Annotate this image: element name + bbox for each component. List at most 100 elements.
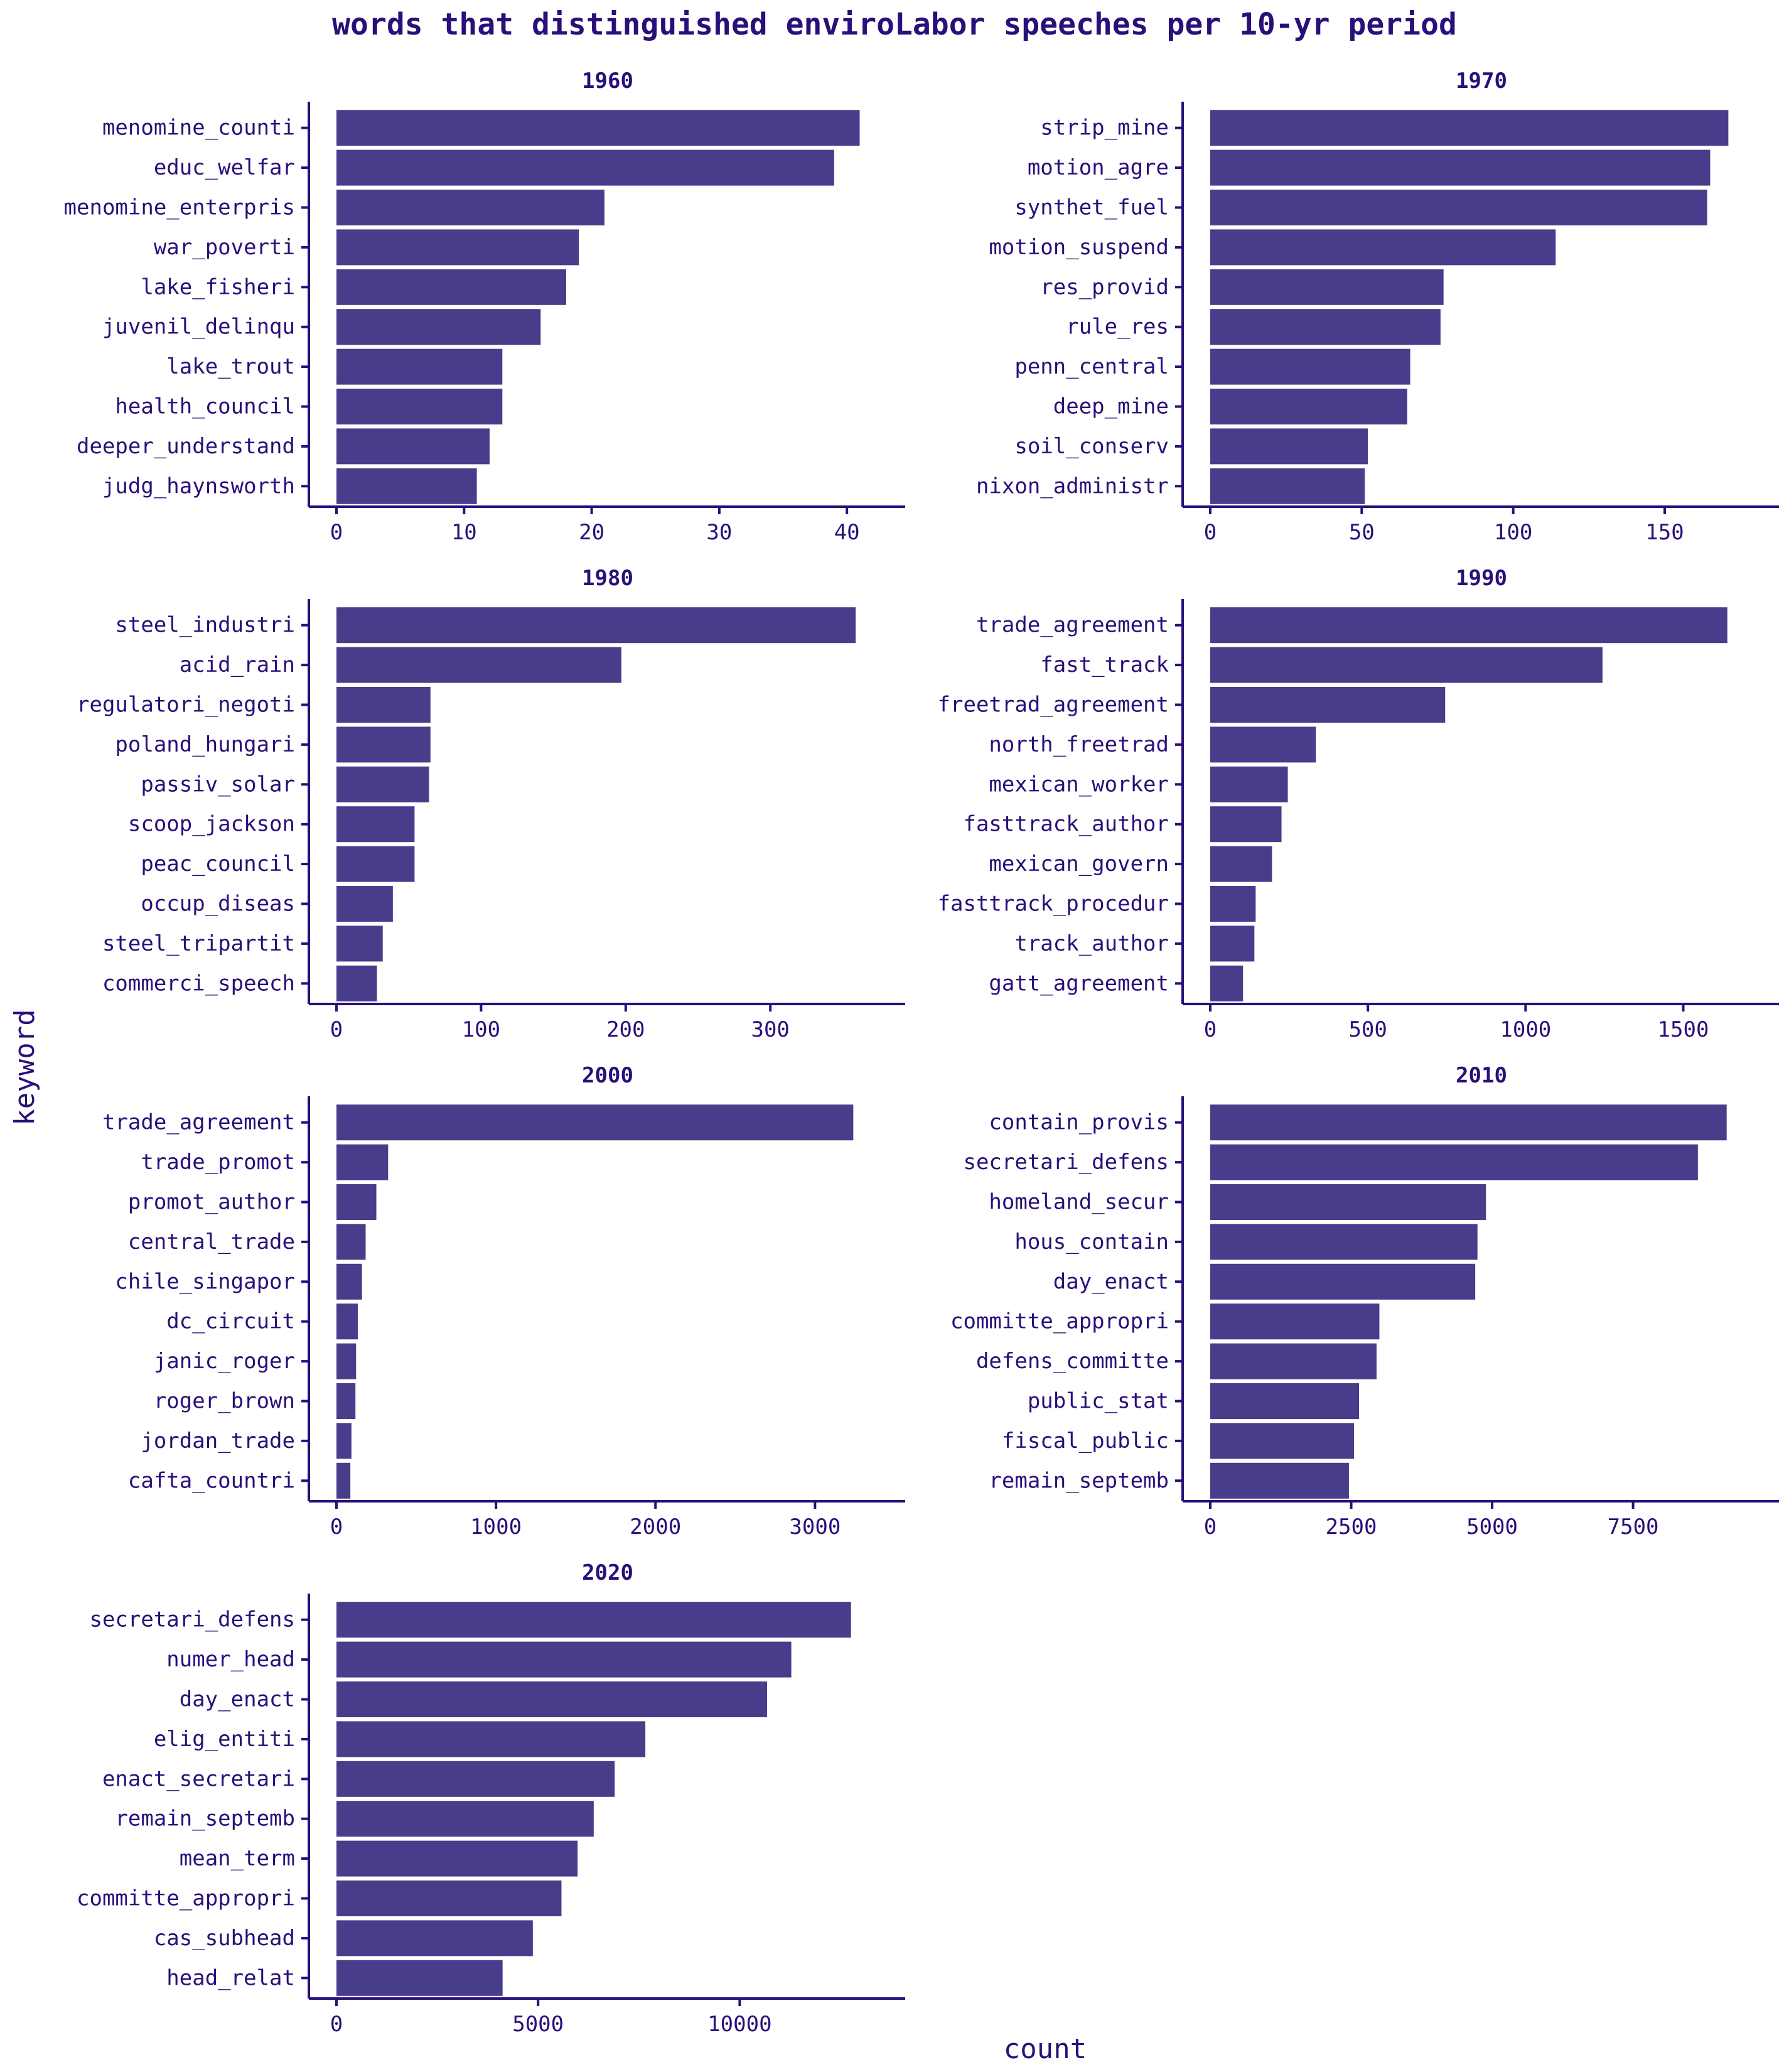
y-tick-label: day_enact	[1053, 1269, 1169, 1294]
bar	[336, 1920, 533, 1956]
x-tick-label: 0	[1204, 1017, 1217, 1042]
bar	[336, 309, 541, 345]
bar	[336, 1383, 356, 1419]
x-tick-label: 20	[579, 520, 604, 545]
x-tick-label: 3000	[789, 1514, 841, 1540]
bar	[336, 1263, 362, 1300]
bar	[336, 1761, 615, 1797]
y-tick-label: committe_appropri	[77, 1886, 295, 1911]
x-tick-label: 100	[1494, 520, 1532, 545]
bar	[1210, 389, 1407, 424]
y-tick-label: strip_mine	[1040, 116, 1169, 141]
bar	[1210, 1462, 1349, 1499]
y-tick-label: health_council	[115, 394, 295, 419]
y-tick-label: commerci_speech	[102, 971, 295, 996]
bar	[336, 149, 834, 186]
y-tick-label: penn_central	[1014, 354, 1169, 379]
bar	[1210, 110, 1729, 146]
bar	[336, 1721, 646, 1757]
bar	[1210, 846, 1272, 882]
y-tick-label: cas_subhead	[154, 1926, 295, 1951]
x-tick-label: 300	[751, 1017, 789, 1042]
bar	[336, 1641, 792, 1678]
facet-panel-2010: 2010 contain_provis secretari_defenshomela…	[950, 1063, 1779, 1540]
y-tick-label: motion_agre	[1028, 155, 1169, 180]
bar	[1210, 1224, 1478, 1260]
y-tick-label: public_stat	[1028, 1389, 1169, 1414]
bar	[1210, 1303, 1380, 1340]
facet-title: 1960	[582, 68, 633, 94]
facet-panel-2020: 2020 secretari_defens numer_head day_enacte…	[77, 1560, 905, 2037]
y-tick-label: fasttrack_author	[963, 812, 1169, 837]
bar	[1210, 607, 1727, 644]
bar	[336, 806, 415, 843]
y-tick-label: passiv_solar	[141, 772, 295, 797]
bar	[336, 110, 860, 146]
y-tick-label: steel_tripartit	[102, 931, 295, 956]
x-tick-label: 0	[330, 1514, 343, 1540]
y-tick-label: rule_res	[1066, 315, 1169, 340]
y-tick-label: lake_trout	[166, 354, 295, 379]
y-tick-label: dc_circuit	[166, 1309, 295, 1334]
y-tick-label: remain_septemb	[115, 1806, 295, 1832]
y-tick-label: day_enact	[180, 1687, 295, 1712]
y-tick-label: head_relat	[166, 1965, 295, 1990]
bar	[336, 925, 383, 962]
bar	[1210, 965, 1244, 1001]
y-tick-label: mexican_govern	[989, 851, 1169, 877]
bar	[1210, 309, 1441, 345]
bar	[1210, 1263, 1476, 1300]
bar	[1210, 806, 1282, 843]
bar	[336, 1104, 854, 1141]
x-tick-label: 1000	[1500, 1017, 1551, 1042]
y-tick-label: fast_track	[1040, 652, 1169, 677]
y-tick-label: promot_author	[128, 1190, 295, 1215]
y-tick-label: enact_secretari	[102, 1766, 295, 1791]
bar	[1210, 229, 1556, 266]
bar	[1210, 348, 1410, 385]
y-tick-label: secretari_defens	[963, 1150, 1169, 1175]
y-tick-label: menomine_enterpris	[64, 195, 295, 220]
y-tick-label: trade_agreement	[102, 1110, 295, 1135]
y-tick-label: gatt_agreement	[989, 971, 1169, 996]
bar	[336, 1343, 357, 1379]
bar	[336, 1602, 851, 1638]
y-tick-label: numer_head	[166, 1647, 295, 1672]
x-tick-label: 150	[1645, 520, 1684, 545]
bar	[336, 1880, 562, 1916]
bar	[336, 389, 503, 424]
bar	[1210, 726, 1316, 763]
y-tick-label: judg_haynsworth	[102, 473, 295, 499]
chart-title: words that distinguished enviroLabor spe…	[332, 7, 1457, 42]
y-tick-label: contain_provis	[989, 1110, 1169, 1135]
x-tick-label: 10	[451, 520, 477, 545]
x-tick-label: 0	[1204, 1514, 1217, 1540]
y-tick-label: war_poverti	[154, 235, 295, 260]
y-tick-label: educ_welfar	[154, 155, 295, 180]
bar	[336, 1801, 594, 1837]
bar	[336, 607, 856, 644]
y-tick-label: res_provid	[1040, 274, 1169, 299]
bar	[336, 766, 429, 802]
bar	[1210, 468, 1365, 504]
y-tick-label: track_author	[1014, 931, 1169, 956]
facet-panel-1990: 1990 trade_agreement fast_track freetrad_ag…	[938, 566, 1779, 1042]
bar	[1210, 1144, 1698, 1180]
x-tick-label: 5000	[512, 2012, 564, 2037]
bar	[336, 269, 566, 305]
y-tick-label: jordan_trade	[141, 1428, 295, 1454]
x-tick-label: 2000	[630, 1514, 681, 1540]
bar	[336, 468, 477, 504]
y-tick-label: scoop_jackson	[128, 812, 295, 837]
y-tick-label: committe_appropri	[950, 1309, 1169, 1334]
y-tick-label: remain_septemb	[989, 1468, 1169, 1493]
x-tick-label: 1500	[1658, 1017, 1709, 1042]
bar	[1210, 647, 1603, 683]
y-tick-label: mean_term	[180, 1846, 295, 1871]
y-tick-label: fasttrack_procedur	[938, 892, 1169, 917]
y-tick-label: chile_singapor	[115, 1269, 295, 1294]
bar	[336, 190, 604, 225]
bar	[336, 1681, 768, 1717]
x-tick-label: 1000	[470, 1514, 522, 1540]
